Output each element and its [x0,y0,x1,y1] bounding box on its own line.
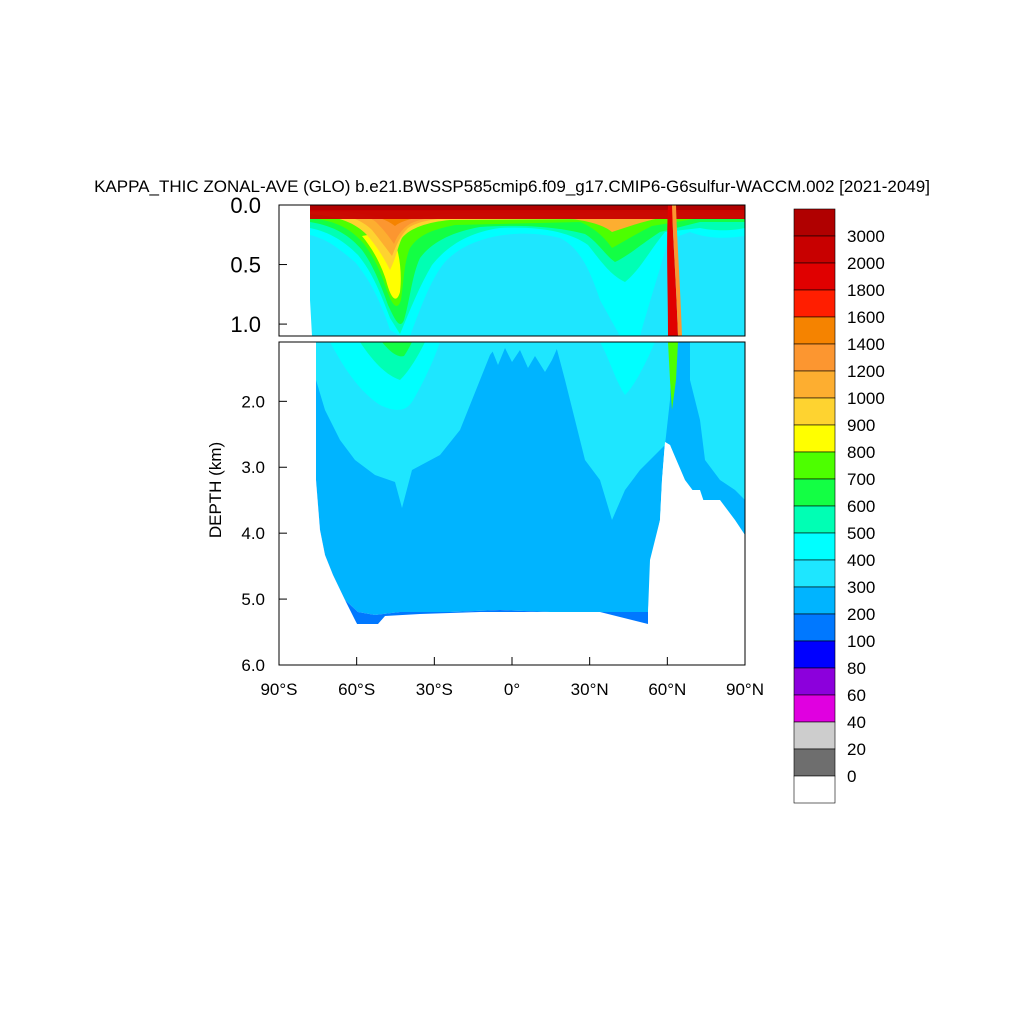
colorbar-label: 40 [847,713,866,732]
colorbar-swatch [793,316,836,345]
colorbar-swatch [793,586,836,615]
x-tick-label: 60°N [648,680,686,699]
lower-y-tick-label: 5.0 [241,590,265,609]
colorbar-swatch [793,748,836,777]
x-tick-label: 30°S [416,680,453,699]
x-tick-label: 90°S [260,680,297,699]
colorbar-swatch [793,451,836,480]
colorbar-label: 1200 [847,362,885,381]
colorbar-swatch [793,505,836,534]
x-tick-label: 60°S [338,680,375,699]
plume-60n-edge [672,205,682,336]
colorbar-label: 1400 [847,335,885,354]
colorbar-swatch [793,343,836,372]
colorbar-swatch [793,478,836,507]
land-antarctica-upper [279,205,312,336]
upper-depth-panel [279,205,745,336]
band-300-400 [316,342,745,520]
colorbar-label: 100 [847,632,875,651]
upper-y-tick-label: 0.0 [230,193,261,218]
seafloor [279,624,745,665]
upper-frame [278,204,746,337]
colorbar-label: 0 [847,767,856,786]
x-tick-label: 0° [504,680,520,699]
colorbar-label: 1000 [847,389,885,408]
band-surface [310,205,745,210]
colorbar-swatch [793,775,836,804]
lower-y-tick-label: 4.0 [241,524,265,543]
band-700-800 [310,205,745,307]
upper-y-tick-label: 1.0 [230,312,261,337]
lower-y-tick-label: 3.0 [241,458,265,477]
plume-60n [667,205,678,336]
colorbar-label: 200 [847,605,875,624]
colorbar-label: 80 [847,659,866,678]
x-tick-label: 90°N [726,680,764,699]
lower-y-tick-label: 2.0 [241,392,265,411]
upper-y-tick-label: 0.5 [230,253,261,278]
colorbar-swatch [793,235,836,264]
x-tick-label: 30°N [571,680,609,699]
colorbar-label: 300 [847,578,875,597]
plume-60n-lower [668,342,678,410]
lower-depth-panel [279,342,745,665]
colorbar-label: 600 [847,497,875,516]
colorbar-swatch [793,559,836,588]
y-axis-label: DEPTH (km) [206,442,225,538]
colorbar-label: 20 [847,740,866,759]
land-south [279,342,358,665]
colorbar-label: 400 [847,551,875,570]
colorbar-swatch [793,532,836,561]
colorbar-swatch [793,262,836,291]
colorbar-swatch [793,370,836,399]
colorbar-swatch [793,208,836,237]
ridge-equator [478,290,540,336]
colorbar-swatch [793,667,836,696]
chart-title: KAPPA_THIC ZONAL-AVE (GLO) b.e21.BWSSP58… [94,177,930,196]
colorbar-swatch [793,640,836,669]
colorbar-label: 2000 [847,254,885,273]
colorbar-swatch [793,424,836,453]
band-500-600 [360,342,425,380]
colorbar-swatch [793,694,836,723]
colorbar-label: 1800 [847,281,885,300]
colorbar-label: 1600 [847,308,885,327]
ridge-lower [480,342,560,372]
colorbar-swatch [793,289,836,318]
arctic-upper [688,280,745,336]
colorbar-swatch [793,397,836,426]
colorbar-label: 3000 [847,227,885,246]
colorbar-label: 800 [847,443,875,462]
colorbar-label: 60 [847,686,866,705]
colorbar-swatch [793,721,836,750]
colorbar: 3000200018001600140012001000900800700600… [793,208,885,804]
colorbar-swatch [793,613,836,642]
band-600-700 [382,342,412,357]
axes: 0.0 0.5 1.0 2.0 3.0 4.0 5.0 6.0 90°S 60°S 30°S 0° 30… [230,193,764,699]
land-north [648,442,745,624]
colorbar-label: 900 [847,416,875,435]
colorbar-label: 500 [847,524,875,543]
lower-y-tick-label: 6.0 [241,656,265,675]
colorbar-label: 700 [847,470,875,489]
